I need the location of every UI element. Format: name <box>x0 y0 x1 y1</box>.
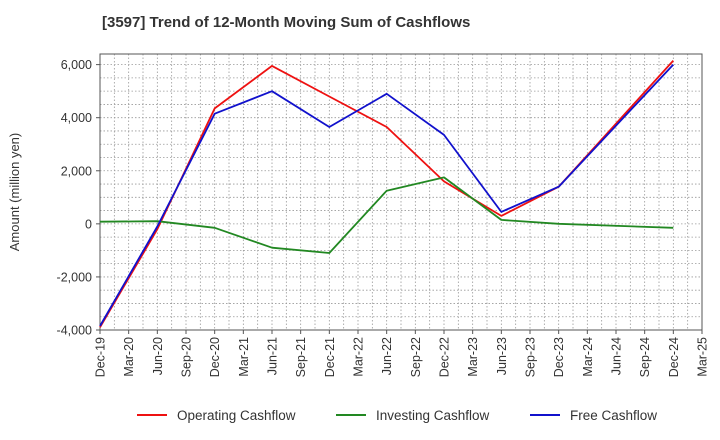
x-axis-ticks: Dec-19 Mar-20 Jun-20 Sep-20 Dec-20 Mar-21 Jun-… <box>94 330 710 377</box>
y-tick-label: 0 <box>85 217 92 231</box>
series-lines <box>99 59 674 328</box>
x-tick-label: Mar-21 <box>237 337 251 377</box>
x-tick-label: Sep-22 <box>409 337 423 377</box>
y-axis-label: Amount (million yen) <box>7 133 22 252</box>
legend-label-investing: Investing Cashflow <box>376 407 490 423</box>
x-tick-label: Mar-23 <box>466 337 480 377</box>
x-tick-label: Jun-22 <box>380 337 394 375</box>
y-tick-label: -4,000 <box>57 324 92 338</box>
grid-lines <box>100 54 702 330</box>
legend-item-free: Free Cashflow <box>530 404 657 426</box>
x-tick-label: Jun-20 <box>151 337 165 375</box>
x-tick-label: Sep-21 <box>294 337 308 377</box>
x-tick-label: Dec-23 <box>552 337 566 377</box>
y-axis-ticks: -4,000 -2,000 0 2,000 4,000 6,000 <box>57 58 100 338</box>
x-tick-label: Dec-19 <box>94 337 108 377</box>
x-tick-label: Dec-24 <box>667 337 681 377</box>
legend-swatch-investing <box>336 414 366 416</box>
legend-label-free: Free Cashflow <box>570 407 658 423</box>
x-tick-label: Mar-22 <box>352 337 366 377</box>
chart-title: [3597] Trend of 12-Month Moving Sum of C… <box>102 14 471 31</box>
x-tick-label: Jun-23 <box>495 337 509 375</box>
x-tick-label: Mar-25 <box>696 337 710 377</box>
chart-legend: Operating Cashflow Investing Cashflow Fr… <box>0 404 720 426</box>
x-tick-label: Dec-21 <box>323 337 337 377</box>
x-tick-label: Mar-20 <box>122 337 136 377</box>
x-tick-label: Dec-22 <box>438 337 452 377</box>
legend-swatch-operating <box>137 414 167 416</box>
legend-label-operating: Operating Cashflow <box>177 407 296 423</box>
y-tick-label: 2,000 <box>61 164 92 178</box>
y-tick-label: -2,000 <box>57 270 92 284</box>
plot-area <box>99 53 703 331</box>
series-line-investing-cashflow <box>99 176 674 254</box>
y-tick-label: 6,000 <box>61 58 92 72</box>
x-tick-label: Jun-21 <box>266 337 280 375</box>
legend-item-operating: Operating Cashflow <box>137 404 296 426</box>
x-tick-label: Sep-23 <box>524 337 538 377</box>
series-line-free-cashflow <box>99 63 674 327</box>
x-tick-label: Jun-24 <box>610 337 624 375</box>
legend-item-investing: Investing Cashflow <box>336 404 489 426</box>
y-tick-label: 4,000 <box>61 111 92 125</box>
x-tick-label: Mar-24 <box>581 337 595 377</box>
x-tick-label: Sep-20 <box>180 337 194 377</box>
x-tick-label: Sep-24 <box>638 337 652 377</box>
x-tick-label: Dec-20 <box>208 337 222 377</box>
legend-swatch-free <box>530 414 560 416</box>
